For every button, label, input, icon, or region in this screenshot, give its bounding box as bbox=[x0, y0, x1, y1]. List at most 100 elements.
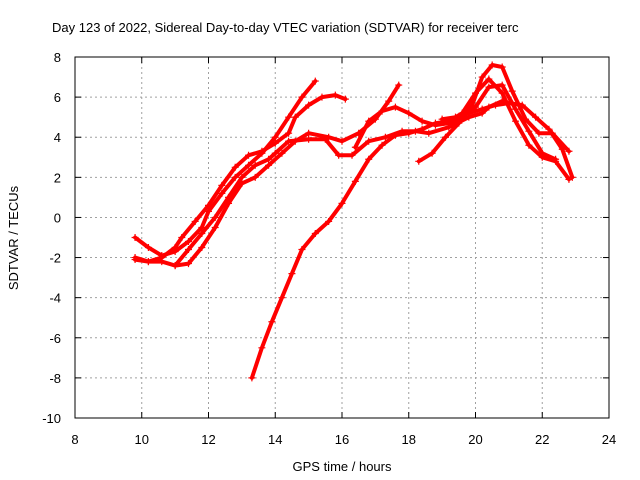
y-tick-label: -8 bbox=[49, 371, 61, 386]
data-point bbox=[311, 229, 319, 237]
data-point bbox=[271, 133, 279, 141]
data-point bbox=[265, 161, 273, 169]
data-point bbox=[218, 181, 226, 189]
data-point bbox=[535, 129, 543, 137]
data-point bbox=[305, 135, 313, 143]
data-point bbox=[211, 223, 219, 231]
data-point bbox=[251, 161, 259, 169]
data-point bbox=[565, 147, 573, 155]
data-point bbox=[271, 139, 279, 147]
data-point bbox=[338, 199, 346, 207]
series-line bbox=[173, 99, 505, 268]
data-point bbox=[184, 238, 192, 246]
data-point bbox=[245, 151, 253, 159]
data-point bbox=[341, 95, 349, 103]
data-point bbox=[365, 117, 373, 125]
data-point bbox=[285, 137, 293, 145]
data-point bbox=[158, 258, 166, 266]
x-tick-label: 20 bbox=[468, 432, 482, 447]
data-point bbox=[418, 117, 426, 125]
data-point bbox=[198, 244, 206, 252]
data-point bbox=[445, 119, 453, 127]
y-tick-label: -2 bbox=[49, 251, 61, 266]
y-tick-label: -4 bbox=[49, 291, 61, 306]
data-point bbox=[512, 117, 520, 125]
y-tick-label: 4 bbox=[54, 130, 61, 145]
data-point bbox=[438, 115, 446, 123]
data-point bbox=[365, 137, 373, 145]
data-point bbox=[218, 189, 226, 197]
series-track-4 bbox=[171, 97, 506, 270]
data-point bbox=[335, 151, 343, 159]
data-point bbox=[525, 127, 533, 135]
series-track-3 bbox=[131, 81, 403, 270]
data-point bbox=[405, 109, 413, 117]
data-point bbox=[415, 157, 423, 165]
data-point bbox=[351, 177, 359, 185]
series-line bbox=[440, 101, 575, 180]
data-point bbox=[321, 135, 329, 143]
data-point bbox=[191, 217, 199, 225]
data-point bbox=[285, 129, 293, 137]
data-point bbox=[184, 246, 192, 254]
series-track-8 bbox=[438, 99, 576, 181]
data-point bbox=[285, 113, 293, 121]
x-tick-label: 14 bbox=[268, 432, 282, 447]
data-point bbox=[271, 149, 279, 157]
y-axis-label: SDTVAR / TECUs bbox=[6, 185, 21, 290]
data-point bbox=[231, 163, 239, 171]
data-point bbox=[211, 213, 219, 221]
y-tick-label: -10 bbox=[42, 411, 61, 426]
data-point bbox=[498, 81, 506, 89]
data-point bbox=[441, 133, 449, 141]
data-point bbox=[205, 201, 212, 209]
data-point bbox=[485, 83, 493, 91]
series-track-1 bbox=[131, 77, 319, 260]
data-point bbox=[331, 91, 339, 99]
data-point bbox=[465, 109, 473, 117]
x-tick-label: 24 bbox=[602, 432, 616, 447]
data-point bbox=[505, 99, 513, 107]
data-point bbox=[492, 101, 500, 109]
data-point bbox=[558, 145, 566, 153]
data-point bbox=[231, 173, 239, 181]
x-tick-label: 16 bbox=[335, 432, 349, 447]
x-tick-label: 18 bbox=[402, 432, 416, 447]
data-point bbox=[391, 103, 399, 111]
data-point bbox=[451, 113, 459, 121]
data-series bbox=[131, 61, 576, 382]
data-point bbox=[478, 73, 486, 81]
data-point bbox=[258, 147, 266, 155]
data-point bbox=[378, 107, 386, 115]
series-line bbox=[249, 77, 571, 380]
y-tick-label: 0 bbox=[54, 210, 61, 225]
data-point bbox=[198, 223, 206, 231]
data-point bbox=[288, 270, 296, 278]
data-point bbox=[184, 260, 192, 268]
x-axis-label: GPS time / hours bbox=[293, 459, 392, 474]
data-point bbox=[508, 87, 516, 95]
data-point bbox=[478, 105, 486, 113]
series-track-5 bbox=[248, 75, 573, 382]
data-point bbox=[351, 143, 359, 151]
data-point bbox=[248, 374, 256, 382]
data-point bbox=[522, 115, 530, 123]
x-tick-label: 22 bbox=[535, 432, 549, 447]
data-point bbox=[298, 246, 306, 254]
data-point bbox=[251, 173, 259, 181]
data-point bbox=[552, 155, 560, 163]
data-point bbox=[405, 129, 413, 137]
data-point bbox=[468, 101, 476, 109]
data-point bbox=[365, 155, 373, 163]
data-point bbox=[568, 173, 576, 181]
data-point bbox=[171, 244, 179, 252]
data-point bbox=[318, 93, 326, 101]
y-tick-label: 6 bbox=[54, 90, 61, 105]
y-tick-label: -6 bbox=[49, 331, 61, 346]
data-point bbox=[171, 262, 179, 270]
data-point bbox=[485, 75, 493, 83]
data-point bbox=[518, 101, 526, 109]
data-point bbox=[428, 149, 436, 157]
